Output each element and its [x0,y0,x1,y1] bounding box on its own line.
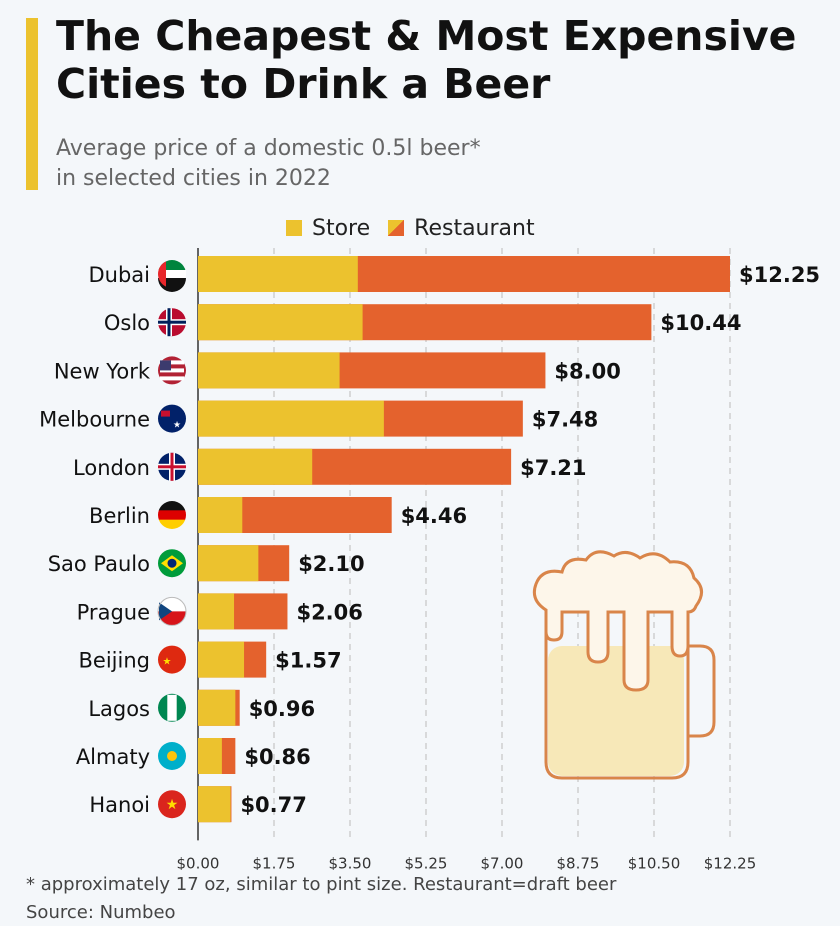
data-label: $8.00 [554,359,620,383]
data-label: $7.21 [520,456,586,480]
flag-stripe [160,360,184,365]
bar-chart: $0.00 $1.75 $3.50 $5.25 $7.00 $8.75 $10.50 $12.… [39,248,820,870]
legend: Store Restaurant [286,216,535,241]
x-tick-label: $0.00 [177,854,220,870]
uae-flag-icon [158,260,186,292]
flag-stripe [158,501,186,511]
data-label: $0.96 [249,697,315,721]
category-label: London [73,456,150,480]
flag-stripe [158,519,186,529]
flag-triangle [159,602,172,621]
subtitle-line-2: in selected cities in 2022 [56,166,331,191]
x-tick-label: $7.00 [481,854,524,870]
nigeria-flag-icon [158,693,186,722]
data-label: $1.57 [275,649,341,673]
flag-stripe [158,510,186,521]
uk-flag-icon [158,452,186,481]
flag-stripe [167,694,177,721]
flag-globe [167,558,177,568]
legend-restaurant-label: Restaurant [414,216,535,241]
australia-flag-icon: ★ [158,404,186,433]
bar-store [198,786,231,823]
bar-store [198,593,235,630]
x-tick-label: $3.50 [329,854,372,870]
bar-store [198,256,358,292]
bar-store [198,545,259,582]
flag-base [158,790,186,819]
usa-flag-icon [158,356,186,385]
flag-cross [158,320,186,324]
footnote: * approximately 17 oz, similar to pint s… [26,874,617,895]
bar-store [198,641,245,678]
category-label: Sao Paulo [48,552,150,576]
accent-bar [26,18,38,190]
category-label: Almaty [76,745,150,769]
flag-canton [160,360,171,371]
data-label: $0.77 [240,793,306,817]
data-label: $4.46 [401,504,467,528]
bar-store [198,352,340,389]
legend-store-label: Store [312,216,371,241]
china-flag-icon: ★ [158,645,186,674]
flag-star: ★ [173,421,181,431]
flag-border [157,596,187,626]
x-tick-label: $10.50 [628,854,681,870]
flag-stripe [160,376,184,381]
data-label: $7.48 [532,408,598,432]
category-label: Beijing [79,649,150,673]
flag-union [161,410,170,417]
data-label: $10.44 [660,311,741,335]
legend-restaurant: Restaurant [388,216,535,241]
bar-store [198,304,363,341]
data-label: $2.06 [296,600,362,624]
subtitle-line-1: Average price of a domestic 0.5l beer* [56,136,481,161]
data-label: $0.86 [244,745,310,769]
chart-subtitle: Average price of a domestic 0.5l beer* i… [56,134,656,194]
flag-star: ★ [166,797,179,813]
germany-flag-icon [158,501,186,529]
flag-cross [167,308,171,337]
category-label: Prague [77,600,150,624]
category-label: Berlin [89,504,150,528]
category-label: Melbourne [39,408,150,432]
flag-star: ★ [163,657,172,668]
category-label: Oslo [104,311,150,335]
restaurant-swatch-icon [388,220,405,236]
x-tick-label: $8.75 [557,854,600,870]
bar-store [198,738,222,774]
x-tick-label: $5.25 [405,854,448,870]
vietnam-flag-icon: ★ [158,790,186,819]
bar-store [198,497,243,533]
x-tick-label: $12.25 [704,854,757,870]
flag-sun [167,751,177,761]
norway-flag-icon [158,308,186,337]
flag-cross [170,452,174,481]
data-label: $2.10 [298,552,364,576]
czechia-flag-icon [157,596,187,626]
legend-store: Store [286,216,370,241]
x-tick-label: $1.75 [253,854,296,870]
source: Source: Numbeo [26,902,176,923]
data-label: $12.25 [739,263,820,287]
category-label: Dubai [88,263,150,287]
category-label: Lagos [88,697,150,721]
store-swatch-icon [286,220,302,236]
bar-store [198,689,236,726]
bar-store [198,448,313,485]
flag-stripe [160,368,184,373]
flag-base [158,645,186,674]
kazakhstan-flag-icon [158,742,186,770]
bar-store [198,400,384,437]
category-label: New York [54,359,151,383]
chart-title: The Cheapest & Most Expensive Cities to … [56,12,797,108]
brazil-flag-icon [158,549,186,578]
flag-band [158,261,166,287]
category-label: Hanoi [89,793,150,817]
